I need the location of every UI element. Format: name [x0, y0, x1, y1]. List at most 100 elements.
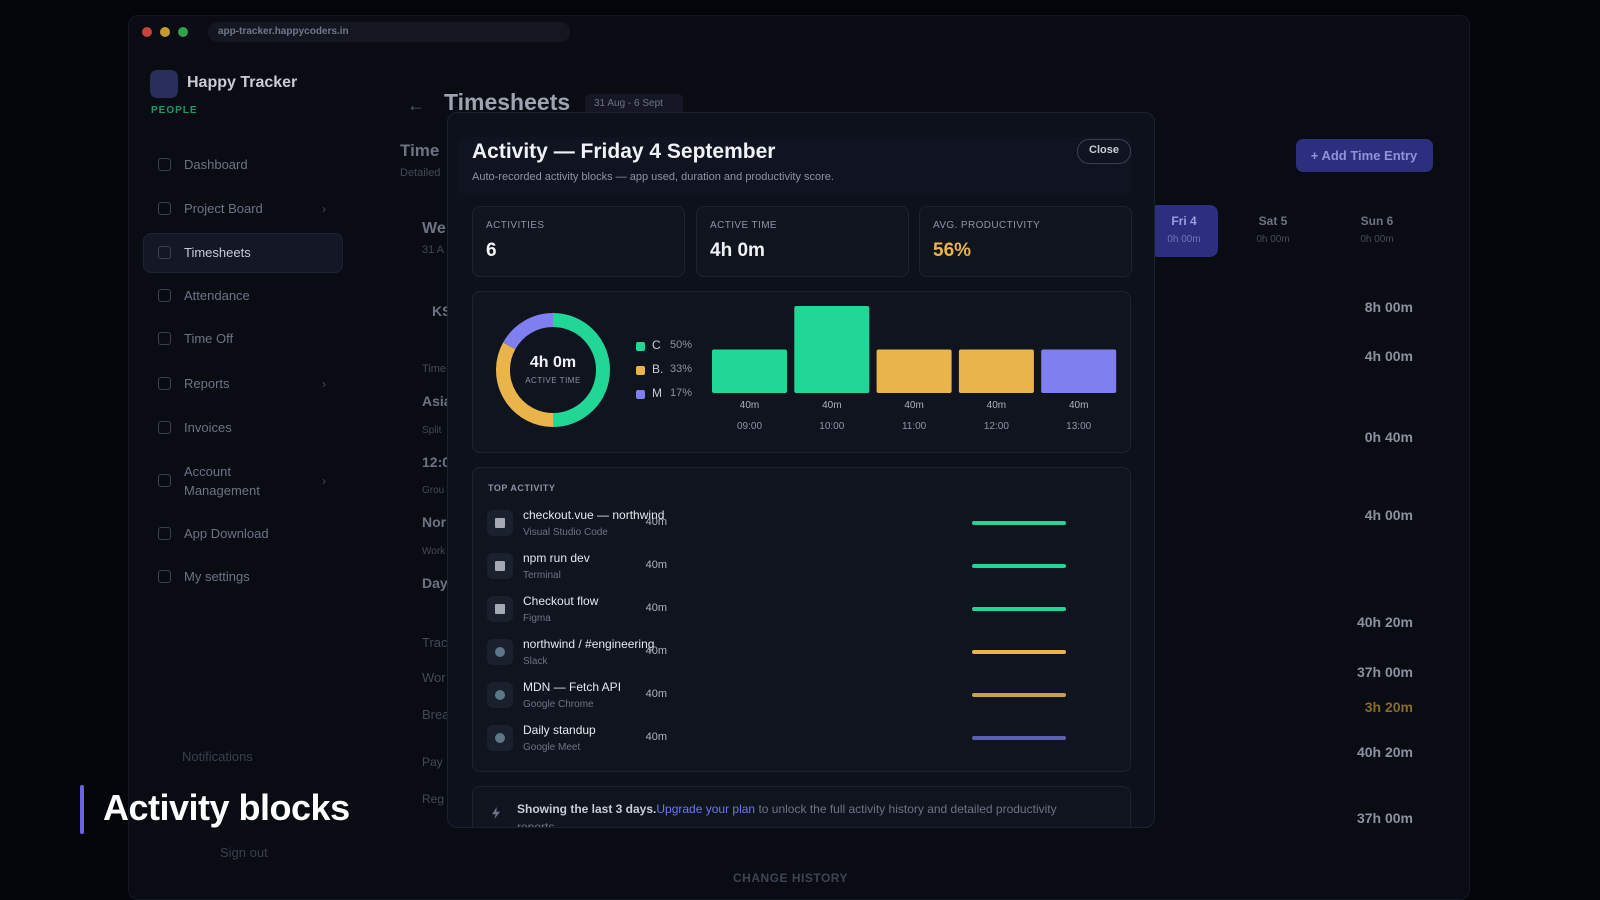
note-icon	[492, 807, 500, 819]
nav-icon	[158, 289, 171, 302]
background-label: Nor	[422, 514, 447, 531]
nav-chevron: ›	[322, 474, 326, 488]
usage-bar	[972, 607, 1066, 611]
nav-item[interactable]: Attendance	[184, 287, 250, 303]
activity-name[interactable]: MDN — Fetch API	[523, 680, 622, 695]
usage-bar	[972, 650, 1066, 654]
activity-name[interactable]: Daily standup	[523, 723, 596, 738]
donut-center-value: 4h 0m	[529, 354, 577, 372]
nav-item[interactable]: Timesheets	[184, 244, 251, 260]
legend-value: 17%	[670, 386, 693, 399]
nav-item[interactable]: App Download	[184, 525, 269, 541]
add-button-label[interactable]: + Add Time Entry	[1310, 147, 1418, 163]
bar	[712, 349, 787, 393]
background-label: Pay	[422, 755, 443, 770]
stat-value: 4h 0m	[710, 239, 765, 261]
note-link[interactable]: Upgrade your plan	[656, 802, 756, 817]
nav-active	[143, 233, 343, 273]
day-name[interactable]: Sun 6	[1360, 214, 1394, 229]
nav-item[interactable]: My settings	[184, 568, 250, 584]
notifications[interactable]: Notifications	[182, 748, 253, 764]
donut-segment	[503, 313, 554, 350]
usage-bar	[972, 564, 1066, 568]
donut-segment	[552, 313, 610, 427]
nav-icon	[158, 527, 171, 540]
total: 8h 00m	[1364, 299, 1413, 316]
total: 40h 20m	[1356, 614, 1413, 631]
sign-out[interactable]: Sign out	[220, 844, 268, 860]
brand-name: Happy Tracker	[187, 74, 298, 92]
back-arrow[interactable]: ←	[407, 95, 425, 115]
nav-item[interactable]: Dashboard	[184, 156, 248, 172]
activity-app: Figma	[523, 612, 551, 624]
app-glyph	[495, 604, 505, 614]
nav-icon	[158, 202, 171, 215]
day-active[interactable]	[1150, 205, 1218, 257]
activity-app: Slack	[523, 655, 548, 667]
stat-label: ACTIVITIES	[486, 219, 545, 231]
url: app-tracker.happycoders.in	[218, 25, 349, 37]
note-lead: Showing the last 3 days.	[517, 802, 657, 817]
background-label: Trac	[422, 634, 448, 650]
bar	[1041, 349, 1117, 393]
legend-name: C	[652, 338, 661, 353]
bar-value-label: 40m	[986, 399, 1007, 411]
background-label: Asia	[422, 393, 452, 410]
bar-value-label: 40m	[739, 399, 760, 411]
range-pill	[585, 94, 683, 114]
add-button[interactable]	[1296, 139, 1433, 172]
activity-name[interactable]: npm run dev	[523, 551, 590, 566]
nav-icon	[158, 158, 171, 171]
modal-subtitle: Auto-recorded activity blocks — app used…	[472, 170, 834, 183]
activity-name[interactable]: northwind / #engineering	[523, 637, 655, 652]
activity-duration: 40m	[645, 687, 667, 700]
nav-icon	[158, 474, 171, 487]
note: Showing the last 3 days.Upgrade your pla…	[517, 800, 1087, 828]
total: 37h 00m	[1356, 664, 1413, 681]
day-name[interactable]: Fri 4	[1171, 214, 1197, 229]
legend-name: M	[652, 386, 662, 401]
nav-item[interactable]: Invoices	[184, 419, 232, 435]
window-close[interactable]	[142, 27, 152, 37]
background-label: KS	[432, 303, 452, 320]
stat-value: 56%	[933, 239, 972, 261]
url-bar[interactable]	[208, 22, 570, 42]
close-button	[1077, 139, 1131, 164]
donut-chart	[496, 313, 610, 427]
modal-header	[459, 137, 1132, 195]
nav-item[interactable]: Reports	[184, 375, 230, 391]
activity-duration: 40m	[645, 515, 667, 528]
activity-name[interactable]: Checkout flow	[523, 594, 599, 609]
stat-label: AVG. PRODUCTIVITY	[933, 219, 1041, 231]
nav-item[interactable]: Time Off	[184, 330, 234, 346]
note-card	[472, 786, 1131, 827]
nav-icon	[158, 332, 171, 345]
day-hours: 0h 00m	[1360, 233, 1394, 245]
close-label[interactable]: Close	[1089, 143, 1119, 156]
nav-chevron: ›	[322, 202, 326, 216]
legend-value: 50%	[670, 338, 693, 351]
activity-card	[472, 467, 1131, 772]
donut-center-label: ACTIVE TIME	[525, 375, 581, 385]
bar-value-label: 40m	[904, 399, 924, 411]
app-glyph	[495, 690, 505, 700]
change-history: CHANGE HISTORY	[733, 871, 849, 886]
day-name[interactable]: Sat 5	[1258, 214, 1288, 229]
background-label: Time	[422, 362, 447, 375]
note-rest: to unlock the full activity history and …	[517, 802, 1057, 828]
bar-category: 11:00	[901, 420, 927, 432]
nav-item[interactable]: Account Management	[184, 464, 260, 498]
usage-bar	[972, 736, 1066, 740]
usage-bar	[972, 693, 1066, 697]
nav-icon	[158, 421, 171, 434]
background-label: 31 A	[422, 243, 445, 256]
activity-name[interactable]: checkout.vue — northwind	[523, 508, 665, 523]
activity-heading: TOP ACTIVITY	[488, 483, 556, 494]
window-maximize[interactable]	[178, 27, 188, 37]
stat-card	[696, 206, 909, 277]
window-minimize[interactable]	[160, 27, 170, 37]
modal-title: Activity — Friday 4 September	[472, 140, 776, 164]
background-label: Reg	[422, 792, 445, 807]
nav-item[interactable]: Project Board	[184, 200, 263, 216]
